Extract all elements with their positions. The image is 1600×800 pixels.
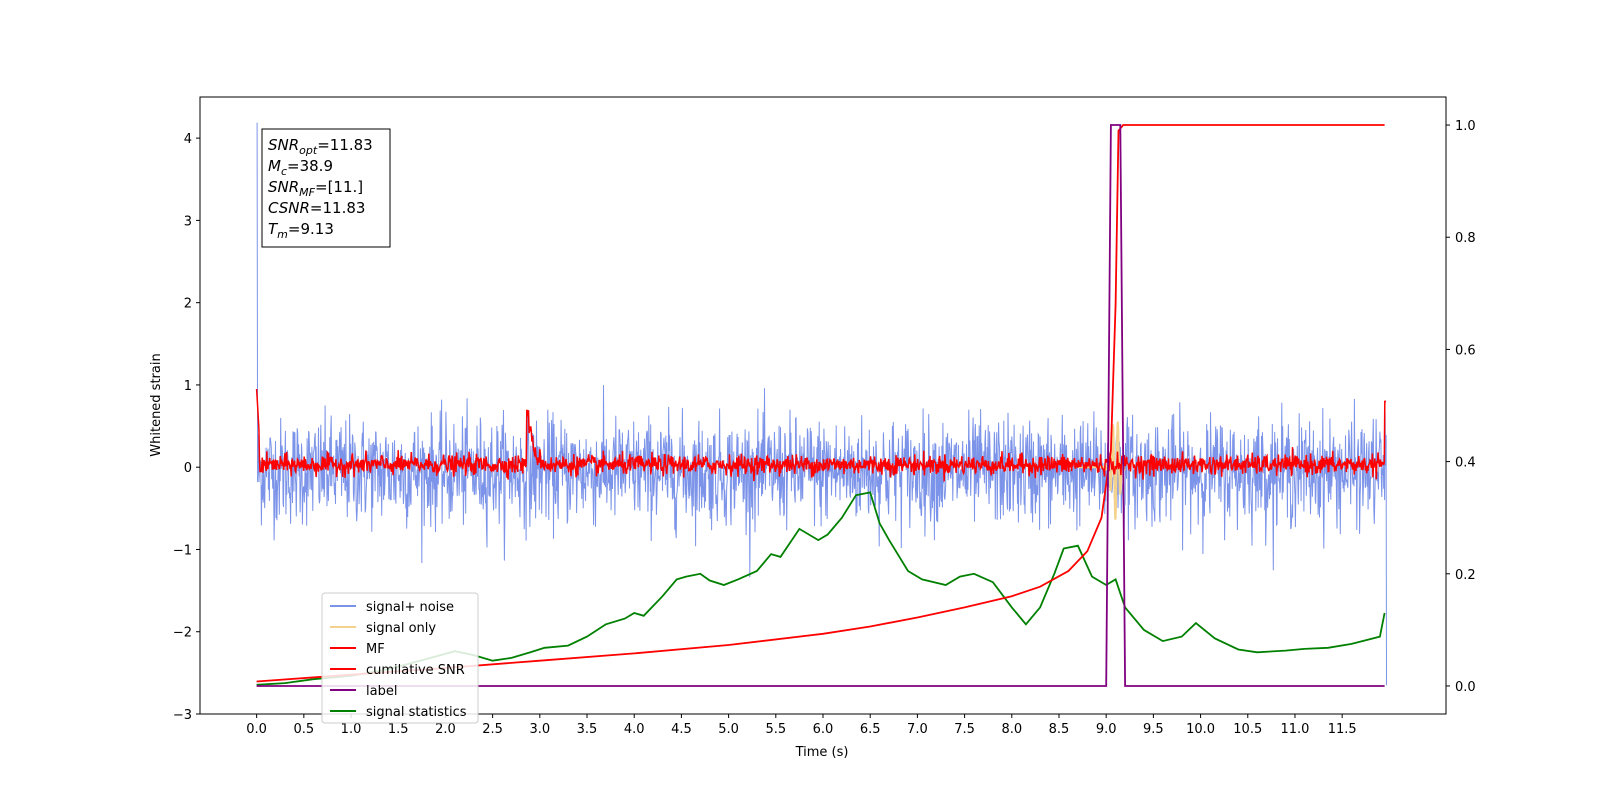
x-axis: 0.0 0.5 1.0 1.5 2.0 2.5 3.0 3.5 4.0 4.5 5.0 5.5 6.0 6… (246, 714, 1357, 737)
mf-line (255, 388, 1386, 482)
x-tick-label: 9.0 (1096, 722, 1117, 737)
series-signal-statistics-line (256, 491, 1386, 686)
legend-frame (321, 592, 479, 724)
x-tick-label: 5.5 (765, 722, 786, 737)
x-tick-label: 1.5 (388, 722, 409, 737)
x-tick-label: 7.0 (907, 722, 928, 737)
x-tick-label: 9.5 (1143, 722, 1164, 737)
y-tick-label: 3 (184, 214, 192, 229)
y2-tick-label: 0.4 (1455, 456, 1476, 471)
x-tick-label: 11.5 (1328, 722, 1357, 737)
x-tick-label: 3.0 (529, 722, 550, 737)
y2-tick-label: 1.0 (1455, 119, 1476, 134)
legend-label: signal only (366, 621, 436, 636)
x-tick-label: 0.0 (246, 722, 267, 737)
x-tick-label: 6.5 (860, 722, 881, 737)
legend: signal+ noise signal only MF cumilative SNR… (321, 592, 479, 724)
x-tick-label: 7.5 (954, 722, 975, 737)
legend-label: label (366, 684, 397, 699)
x-tick-label: 2.5 (482, 722, 503, 737)
y-axis-right: 1.0 0.8 0.6 0.4 0.2 0.0 (1446, 119, 1476, 695)
annotation-box: SNRopt=11.83Mc=38.9SNRMF=[11.]CSNR=11.83… (261, 128, 391, 248)
x-tick-label: 8.5 (1049, 722, 1070, 737)
y2-tick-label: 0.0 (1455, 680, 1476, 695)
y-tick-label: 1 (184, 379, 192, 394)
x-tick-label: 10.0 (1186, 722, 1215, 737)
x-tick-label: 4.0 (624, 722, 645, 737)
legend-label: MF (366, 642, 385, 657)
x-tick-label: 4.5 (671, 722, 692, 737)
x-tick-label: 1.0 (341, 722, 362, 737)
annotation-line: CSNR=11.83 (268, 199, 365, 217)
y-axis-label: Whitened strain (149, 353, 164, 456)
annotation-line: Mc=38.9 (268, 157, 333, 178)
x-tick-label: 6.0 (813, 722, 834, 737)
series-cumilative-SNR-line (256, 124, 1385, 683)
annotation-line: SNRopt=11.83 (268, 136, 373, 157)
legend-label: cumilative SNR (366, 663, 465, 678)
x-tick-label: 8.0 (1001, 722, 1022, 737)
y-tick-label: −3 (173, 708, 192, 723)
legend-label: signal statistics (366, 705, 467, 720)
x-tick-label: 10.5 (1233, 722, 1262, 737)
y2-tick-label: 0.8 (1455, 231, 1476, 246)
x-tick-label: 11.0 (1280, 722, 1309, 737)
annotation-line: Tm=9.13 (268, 220, 334, 241)
noise-band (255, 122, 1387, 686)
series-layer (256, 124, 1386, 687)
y2-tick-label: 0.6 (1455, 343, 1476, 358)
y-tick-label: 4 (184, 132, 192, 147)
x-tick-label: 3.5 (577, 722, 598, 737)
x-tick-label: 2.0 (435, 722, 456, 737)
y-tick-label: 0 (184, 461, 192, 476)
y-axis-left: 4 3 2 1 0 −1 −2 −3 (173, 132, 200, 723)
x-tick-label: 5.0 (718, 722, 739, 737)
signal-noise-line (256, 122, 1387, 686)
annotation-frame (261, 128, 391, 248)
y-tick-label: −1 (173, 543, 192, 558)
y-tick-label: −2 (173, 626, 192, 641)
annotation-line: SNRMF=[11.] (268, 178, 363, 199)
legend-label: signal+ noise (366, 600, 454, 615)
x-axis-label: Time (s) (795, 745, 849, 760)
y-tick-label: 2 (184, 297, 192, 312)
y2-tick-label: 0.2 (1455, 568, 1476, 583)
x-tick-label: 0.5 (293, 722, 314, 737)
series-label-line (256, 124, 1385, 687)
